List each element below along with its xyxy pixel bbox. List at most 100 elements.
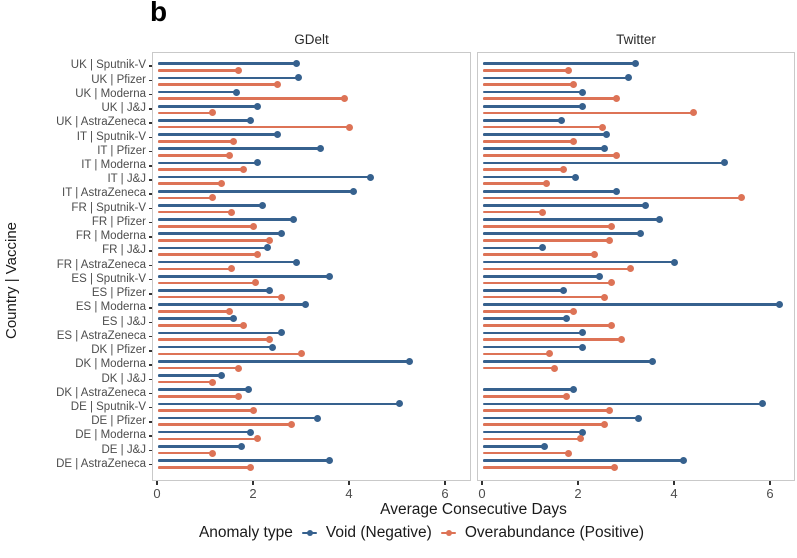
category-row <box>478 329 794 344</box>
lollipop-dot <box>540 442 548 450</box>
lollipop-void <box>483 301 784 309</box>
lollipop-overabundance <box>158 251 262 259</box>
lollipop-overabundance <box>158 95 348 103</box>
lollipop-overabundance <box>483 81 577 89</box>
lollipop-overabundance <box>483 109 697 117</box>
category-row <box>478 442 794 457</box>
lollipop-void <box>158 386 252 394</box>
lollipop-dot <box>273 81 281 89</box>
category-row <box>478 102 794 117</box>
category-row <box>153 88 470 103</box>
y-axis-label-row: IT | Sputnik-V <box>0 130 152 144</box>
y-tick-mark <box>149 278 152 281</box>
lollipop-overabundance <box>483 449 572 457</box>
lollipop-overabundance <box>483 350 553 358</box>
category-row <box>153 428 470 443</box>
category-row <box>153 187 470 202</box>
lollipop-dot <box>550 364 558 372</box>
facet-title-twitter: Twitter <box>616 32 656 47</box>
y-axis-label-row: UK | Moderna <box>0 87 152 101</box>
y-tick-mark <box>149 264 152 267</box>
lollipop-dot <box>230 315 238 323</box>
y-axis-label-row: ES | Sputnik-V <box>0 273 152 287</box>
lollipop-dot <box>680 457 688 465</box>
lollipop-dot <box>579 329 587 337</box>
panel-gdelt-rows <box>153 53 470 480</box>
lollipop-dot <box>266 336 274 344</box>
lollipop-dot <box>560 286 568 294</box>
lollipop-overabundance <box>483 364 558 372</box>
lollipop-dot <box>579 428 587 436</box>
x-tick-label: 0 <box>478 486 486 501</box>
y-tick-mark <box>149 150 152 153</box>
lollipop-void <box>158 400 403 408</box>
x-tick-mark <box>348 481 350 485</box>
category-row <box>153 301 470 315</box>
lollipop-dot <box>627 265 635 273</box>
lollipop-dot <box>543 180 551 188</box>
lollipop-void <box>483 329 587 337</box>
lollipop-void <box>158 159 262 167</box>
lollipop-overabundance <box>158 449 216 457</box>
lollipop-void <box>158 286 274 294</box>
lollipop-void <box>483 230 644 238</box>
lollipop-void <box>158 116 255 124</box>
lollipop-overabundance <box>483 151 620 159</box>
lollipop-void <box>483 258 678 266</box>
lollipop-dot <box>208 449 216 457</box>
y-axis-label-row: IT | AstraZeneca <box>0 187 152 201</box>
lollipop-dot <box>227 208 235 216</box>
lollipop-overabundance <box>483 180 551 188</box>
category-row <box>153 315 470 329</box>
x-axis-gdelt: 0 2 4 6 <box>152 481 471 501</box>
y-axis-label: UK | Moderna <box>75 87 146 100</box>
lollipop-overabundance <box>158 350 305 358</box>
y-axis-label-row: IT | J&J <box>0 173 152 187</box>
lollipop-dot <box>247 428 255 436</box>
lollipop-dot <box>278 230 286 238</box>
lollipop-dot <box>254 435 262 443</box>
y-tick-mark <box>149 65 152 67</box>
category-row <box>153 216 470 230</box>
lollipop-dot <box>208 109 216 117</box>
lollipop-dot <box>591 251 599 259</box>
y-axis-label-row: ES | AstraZeneca <box>0 329 152 343</box>
lollipop-dot <box>576 435 584 443</box>
lollipop-overabundance <box>483 322 616 329</box>
category-row <box>478 159 794 174</box>
y-axis-label: ES | AstraZeneca <box>56 329 146 342</box>
category-row <box>478 315 794 329</box>
lollipop-dot <box>579 343 587 351</box>
y-tick-mark <box>149 293 152 295</box>
lollipop-void <box>158 230 286 238</box>
lollipop-void <box>483 286 568 294</box>
y-axis-label-row: FR | Pfizer <box>0 216 152 230</box>
lollipop-overabundance <box>158 81 281 89</box>
category-row <box>153 343 470 358</box>
lollipop-dot <box>610 463 618 471</box>
y-axis-label-row: FR | Sputnik-V <box>0 201 152 215</box>
x-tick-label: 6 <box>441 486 449 501</box>
category-row <box>153 173 470 188</box>
lollipop-void <box>158 74 303 82</box>
lollipop-dot <box>268 343 276 351</box>
lollipop-dot <box>737 194 745 202</box>
lollipop-dot <box>297 350 305 358</box>
lollipop-dot <box>538 208 546 216</box>
y-axis-label: FR | Pfizer <box>91 215 146 228</box>
lollipop-dot <box>247 116 255 124</box>
y-axis-label: ES | Pfizer <box>91 287 146 300</box>
lollipop-void <box>483 145 608 153</box>
y-axis-label-row: DE | Moderna <box>0 429 152 443</box>
category-row <box>478 173 794 188</box>
y-tick-mark <box>149 93 152 96</box>
y-axis-label-row: DK | AstraZeneca <box>0 386 152 400</box>
lollipop-void <box>158 315 238 323</box>
lollipop-dot <box>254 159 262 167</box>
lollipop-void <box>158 244 271 252</box>
category-row <box>478 244 794 259</box>
lollipop-void <box>158 145 324 153</box>
lollipop-overabundance <box>158 421 295 429</box>
lollipop-overabundance <box>483 265 635 273</box>
y-tick-mark <box>149 421 152 423</box>
